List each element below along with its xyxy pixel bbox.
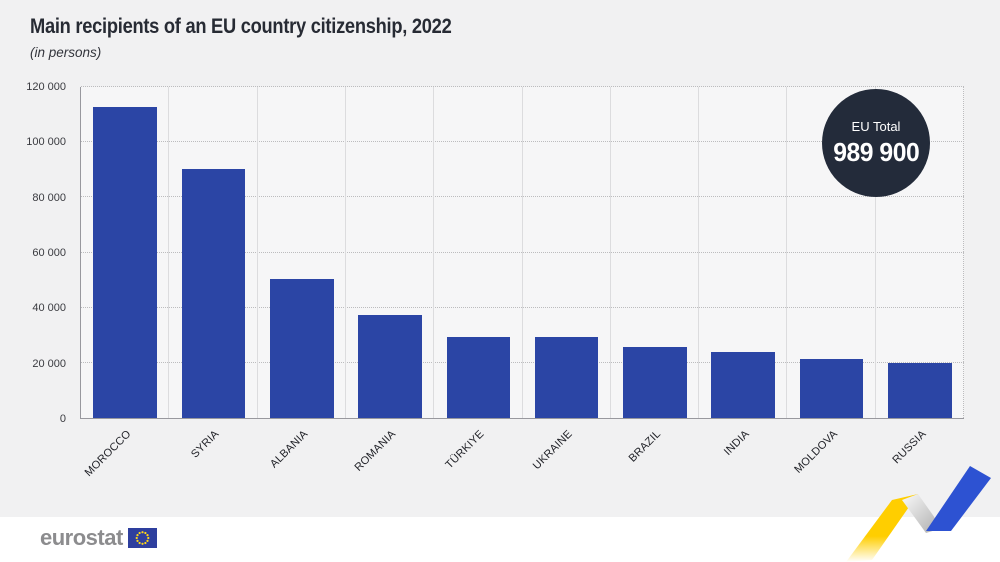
bar-slot: INDIA [699,87,787,458]
bar-morocco [93,107,157,418]
vertical-gridline [521,87,523,418]
footer-strip [0,517,1000,562]
bar-moldova [799,358,864,418]
bar-india [711,351,775,418]
bar-trkiye [446,336,511,418]
vertical-gridline [786,87,788,418]
category-label: INDIA [721,428,752,458]
y-tick-label: 100 000 [26,136,66,149]
bar-slot: MOLDOVA [787,87,875,476]
eurostat-logo-text: eurostat [40,525,123,550]
eu-total-badge: EU Total 989 900 [822,89,930,197]
bar-slot: SYRIA [169,87,257,461]
horizontal-gridline [81,306,964,308]
vertical-gridline [256,87,258,418]
y-tick-label: 0 [59,413,66,425]
bar-slot: TÜRKIYE [434,87,522,471]
vertical-gridline [963,87,964,418]
vertical-gridline [698,87,700,418]
bar-romania [358,314,422,418]
category-label: SYRIA [189,428,222,461]
category-label: TÜRKIYE [443,428,487,472]
y-tick-label: 80 000 [32,191,66,204]
horizontal-gridline [81,196,964,198]
vertical-gridline [433,87,435,418]
bar-slot: UKRAINE [522,87,610,472]
vertical-gridline [874,87,876,418]
bar-albania [269,279,334,418]
bar-slot: ALBANIA [258,87,346,470]
bar-slot: ROMANIA [346,87,434,474]
y-tick-label: 120 000 [26,81,66,93]
page-subtitle: (in persons) [30,45,102,60]
y-tick-label: 40 000 [32,302,66,315]
vertical-gridline [344,87,346,418]
y-tick-label: 60 000 [32,247,66,259]
eu-flag-stars [135,531,150,545]
bars-container: MOROCCO SYRIA ALBANIA ROMANIA TÜRKIYE UKRAINE… [81,87,964,479]
bar-ukraine [534,337,599,418]
bar-slot: MOROCCO [81,87,169,479]
category-label: ALBANIA [267,428,311,471]
bar-brazil [623,346,687,418]
bar-russia [888,362,952,418]
bar-slot: BRAZIL [611,87,699,465]
eu-total-label: EU Total [851,118,901,134]
horizontal-gridline [81,251,964,253]
horizontal-gridline [81,86,964,87]
y-axis: 0 20 000 40 000 60 000 80 000 100 000 120 000 [0,81,74,425]
bar-syria [181,168,246,418]
eurostat-logo: eurostat [40,525,157,551]
category-label: ROMANIA [352,428,399,474]
bar-chart-plot-area: MOROCCO SYRIA ALBANIA ROMANIA TÜRKIYE UKRAINE… [80,86,964,479]
category-label: MOROCCO [82,428,134,479]
vertical-gridline [609,87,611,418]
bar-slot: RUSSIA [876,87,964,466]
page-title: Main recipients of an EU country citizen… [30,15,452,38]
eu-flag-icon [127,528,157,548]
category-label: MOLDOVA [792,428,841,476]
vertical-gridline [168,87,170,418]
category-label: BRAZIL [626,428,664,465]
category-label: RUSSIA [890,428,929,467]
horizontal-gridline [81,361,964,363]
y-tick-label: 20 000 [32,357,66,370]
category-label: UKRAINE [531,428,576,473]
eu-total-value: 989 900 [833,136,919,167]
horizontal-gridline [81,141,964,143]
